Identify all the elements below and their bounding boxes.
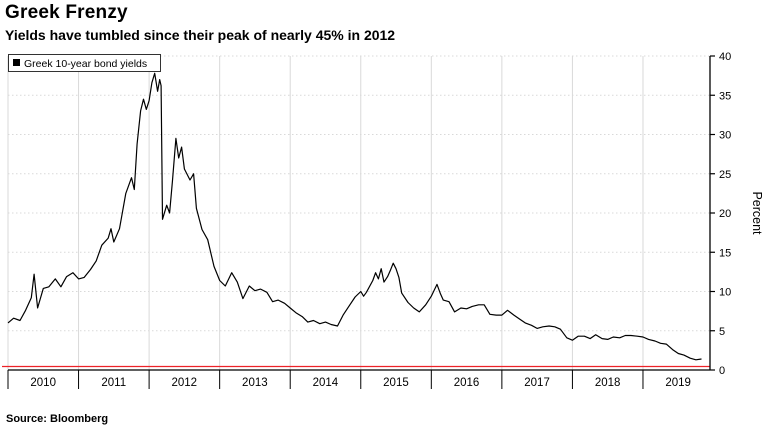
svg-text:2013: 2013	[242, 377, 268, 389]
y-axis-labels: 0 5 10 15 20 25 30 35 40	[710, 51, 731, 377]
svg-text:0: 0	[719, 365, 725, 377]
yield-line-chart: 0 5 10 15 20 25 30 35 40 2010 2011 2012 2013 2014 2015…	[2, 51, 764, 389]
svg-text:2015: 2015	[383, 377, 409, 389]
svg-text:5: 5	[719, 326, 725, 338]
source-label: Source: Bloomberg	[6, 413, 109, 425]
chart-subtitle: Yields have tumbled since their peak of …	[5, 27, 396, 43]
svg-text:2012: 2012	[172, 377, 198, 389]
svg-text:10: 10	[719, 287, 731, 299]
legend-swatch	[13, 59, 20, 66]
svg-text:2018: 2018	[595, 377, 621, 389]
y-axis-title: Percent	[750, 191, 764, 235]
gridlines	[7, 55, 710, 370]
svg-text:25: 25	[719, 169, 731, 181]
legend-label: Greek 10-year bond yields	[24, 58, 147, 70]
chart-title: Greek Frenzy	[5, 2, 128, 23]
svg-text:2016: 2016	[454, 377, 480, 389]
svg-text:35: 35	[719, 90, 731, 102]
svg-text:2011: 2011	[101, 377, 126, 389]
svg-text:2017: 2017	[524, 377, 550, 389]
svg-text:2014: 2014	[313, 377, 339, 389]
yield-line	[7, 72, 702, 361]
legend: Greek 10-year bond yields	[8, 54, 161, 72]
svg-text:20: 20	[719, 208, 731, 220]
svg-text:2019: 2019	[665, 377, 691, 389]
svg-text:2010: 2010	[30, 377, 56, 389]
svg-text:15: 15	[719, 247, 731, 259]
x-axis-labels: 2010 2011 2012 2013 2014 2015 2016 2017 2018 2019	[7, 370, 691, 389]
svg-text:30: 30	[719, 130, 731, 142]
svg-text:40: 40	[719, 51, 731, 63]
